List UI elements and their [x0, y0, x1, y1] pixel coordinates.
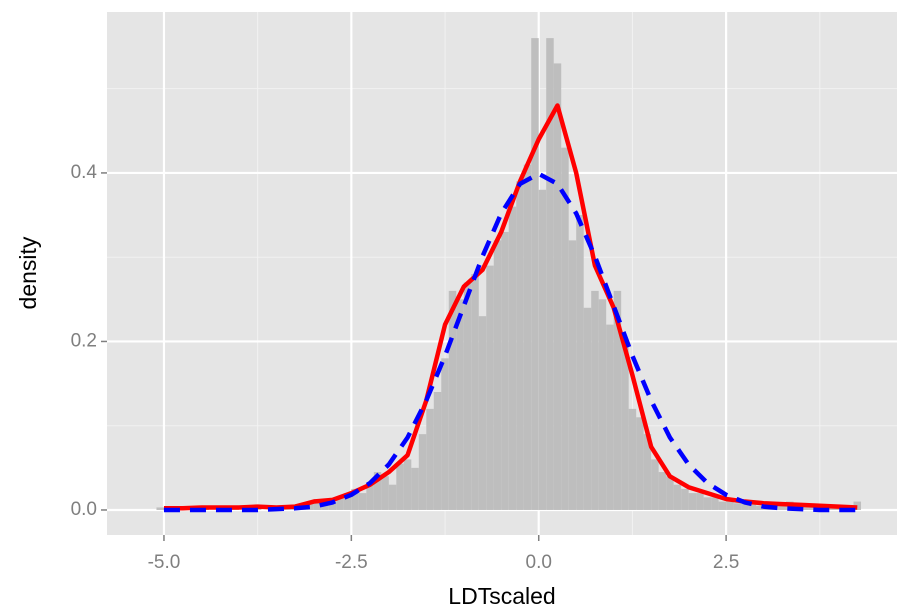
bar [651, 459, 659, 510]
bar [463, 282, 472, 510]
bar [748, 501, 757, 510]
bar [778, 503, 787, 510]
bar [561, 147, 569, 510]
bar [628, 408, 637, 510]
bar [808, 507, 817, 510]
bar [681, 488, 689, 510]
bar [403, 459, 412, 510]
bar [418, 434, 427, 510]
bar [636, 417, 644, 510]
y-tick-label: 0.0 [71, 499, 97, 520]
bar [711, 497, 719, 510]
bar [328, 501, 337, 510]
bar [688, 493, 697, 510]
bar [351, 488, 359, 510]
bar [448, 290, 457, 510]
bar [666, 476, 674, 510]
bar [756, 505, 764, 510]
bar [553, 63, 562, 510]
bar [493, 240, 502, 510]
bar [673, 484, 682, 510]
bar [471, 274, 479, 510]
bar [396, 463, 404, 510]
bar [538, 189, 547, 510]
bar [658, 472, 667, 510]
bar [733, 503, 742, 510]
bar [606, 324, 614, 510]
bar [643, 434, 652, 510]
bar [726, 499, 734, 510]
bar [576, 215, 584, 510]
bar [703, 497, 712, 510]
bar [156, 507, 164, 510]
x-tick-label: -5.0 [148, 552, 181, 573]
bar [373, 472, 382, 510]
bar [441, 358, 449, 510]
bar [531, 38, 539, 510]
bar [411, 467, 419, 510]
bar [591, 290, 599, 510]
x-tick-label: -2.5 [335, 552, 368, 573]
bar [388, 484, 397, 510]
bar [621, 341, 629, 510]
bar [568, 240, 577, 510]
bar [358, 493, 367, 510]
bar [583, 307, 592, 510]
density-line [163, 171, 858, 513]
bar [381, 476, 389, 510]
bar [343, 493, 352, 510]
y-axis-title: density [15, 236, 41, 309]
bar [613, 290, 622, 510]
bar [313, 499, 322, 510]
bar [523, 164, 532, 510]
y-tick-label: 0.4 [71, 162, 98, 183]
bar [501, 231, 509, 510]
bar [516, 181, 524, 510]
bar [456, 299, 464, 510]
bar [321, 503, 329, 510]
bar [546, 38, 554, 510]
x-axis-title: LDTscaled [448, 583, 555, 609]
x-tick-label: 2.5 [713, 552, 739, 573]
bar [598, 299, 607, 510]
bar [696, 493, 704, 510]
bar [306, 501, 314, 510]
bar [426, 408, 434, 510]
bar [433, 392, 442, 510]
bar [336, 497, 344, 510]
bar [366, 484, 374, 510]
y-tick-label: 0.2 [71, 330, 97, 351]
bar [508, 206, 517, 510]
bar [718, 501, 727, 510]
bar [741, 503, 749, 510]
bar [478, 316, 487, 510]
x-tick-label: 0.0 [526, 552, 552, 573]
bar [486, 265, 494, 510]
